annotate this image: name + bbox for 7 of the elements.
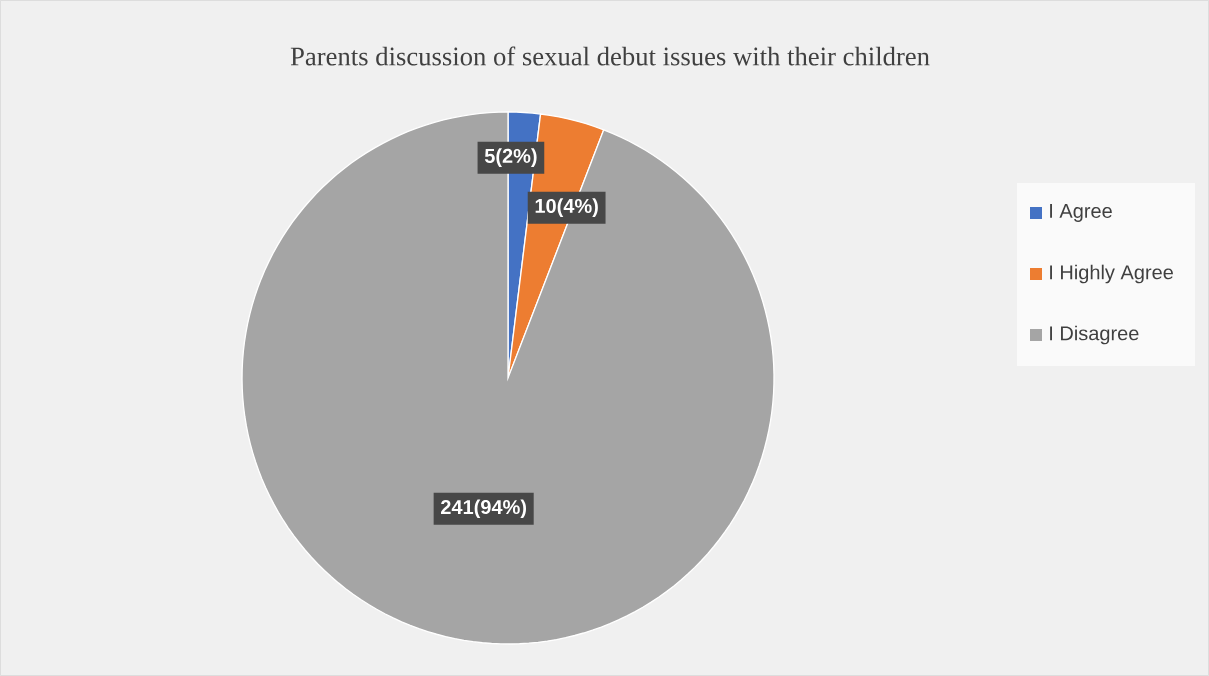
chart-title: Parents discussion of sexual debut issues with their children xyxy=(290,46,930,66)
legend-label: I Agree xyxy=(1050,204,1112,222)
legend-label: I Highly Agree xyxy=(1050,264,1173,284)
data-label: 10(4%) xyxy=(535,198,598,218)
data-label: 241(94%) xyxy=(441,499,527,519)
data-label: 5(2%) xyxy=(484,148,537,167)
legend-label: I Disagree xyxy=(1050,325,1139,345)
